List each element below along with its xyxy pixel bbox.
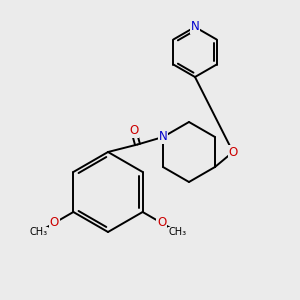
Text: O: O bbox=[50, 217, 59, 230]
Text: CH₃: CH₃ bbox=[30, 227, 48, 237]
Text: N: N bbox=[159, 130, 167, 143]
Text: N: N bbox=[190, 20, 200, 34]
Text: O: O bbox=[157, 217, 166, 230]
Text: O: O bbox=[228, 146, 238, 158]
Text: O: O bbox=[129, 124, 138, 137]
Text: CH₃: CH₃ bbox=[168, 227, 186, 237]
